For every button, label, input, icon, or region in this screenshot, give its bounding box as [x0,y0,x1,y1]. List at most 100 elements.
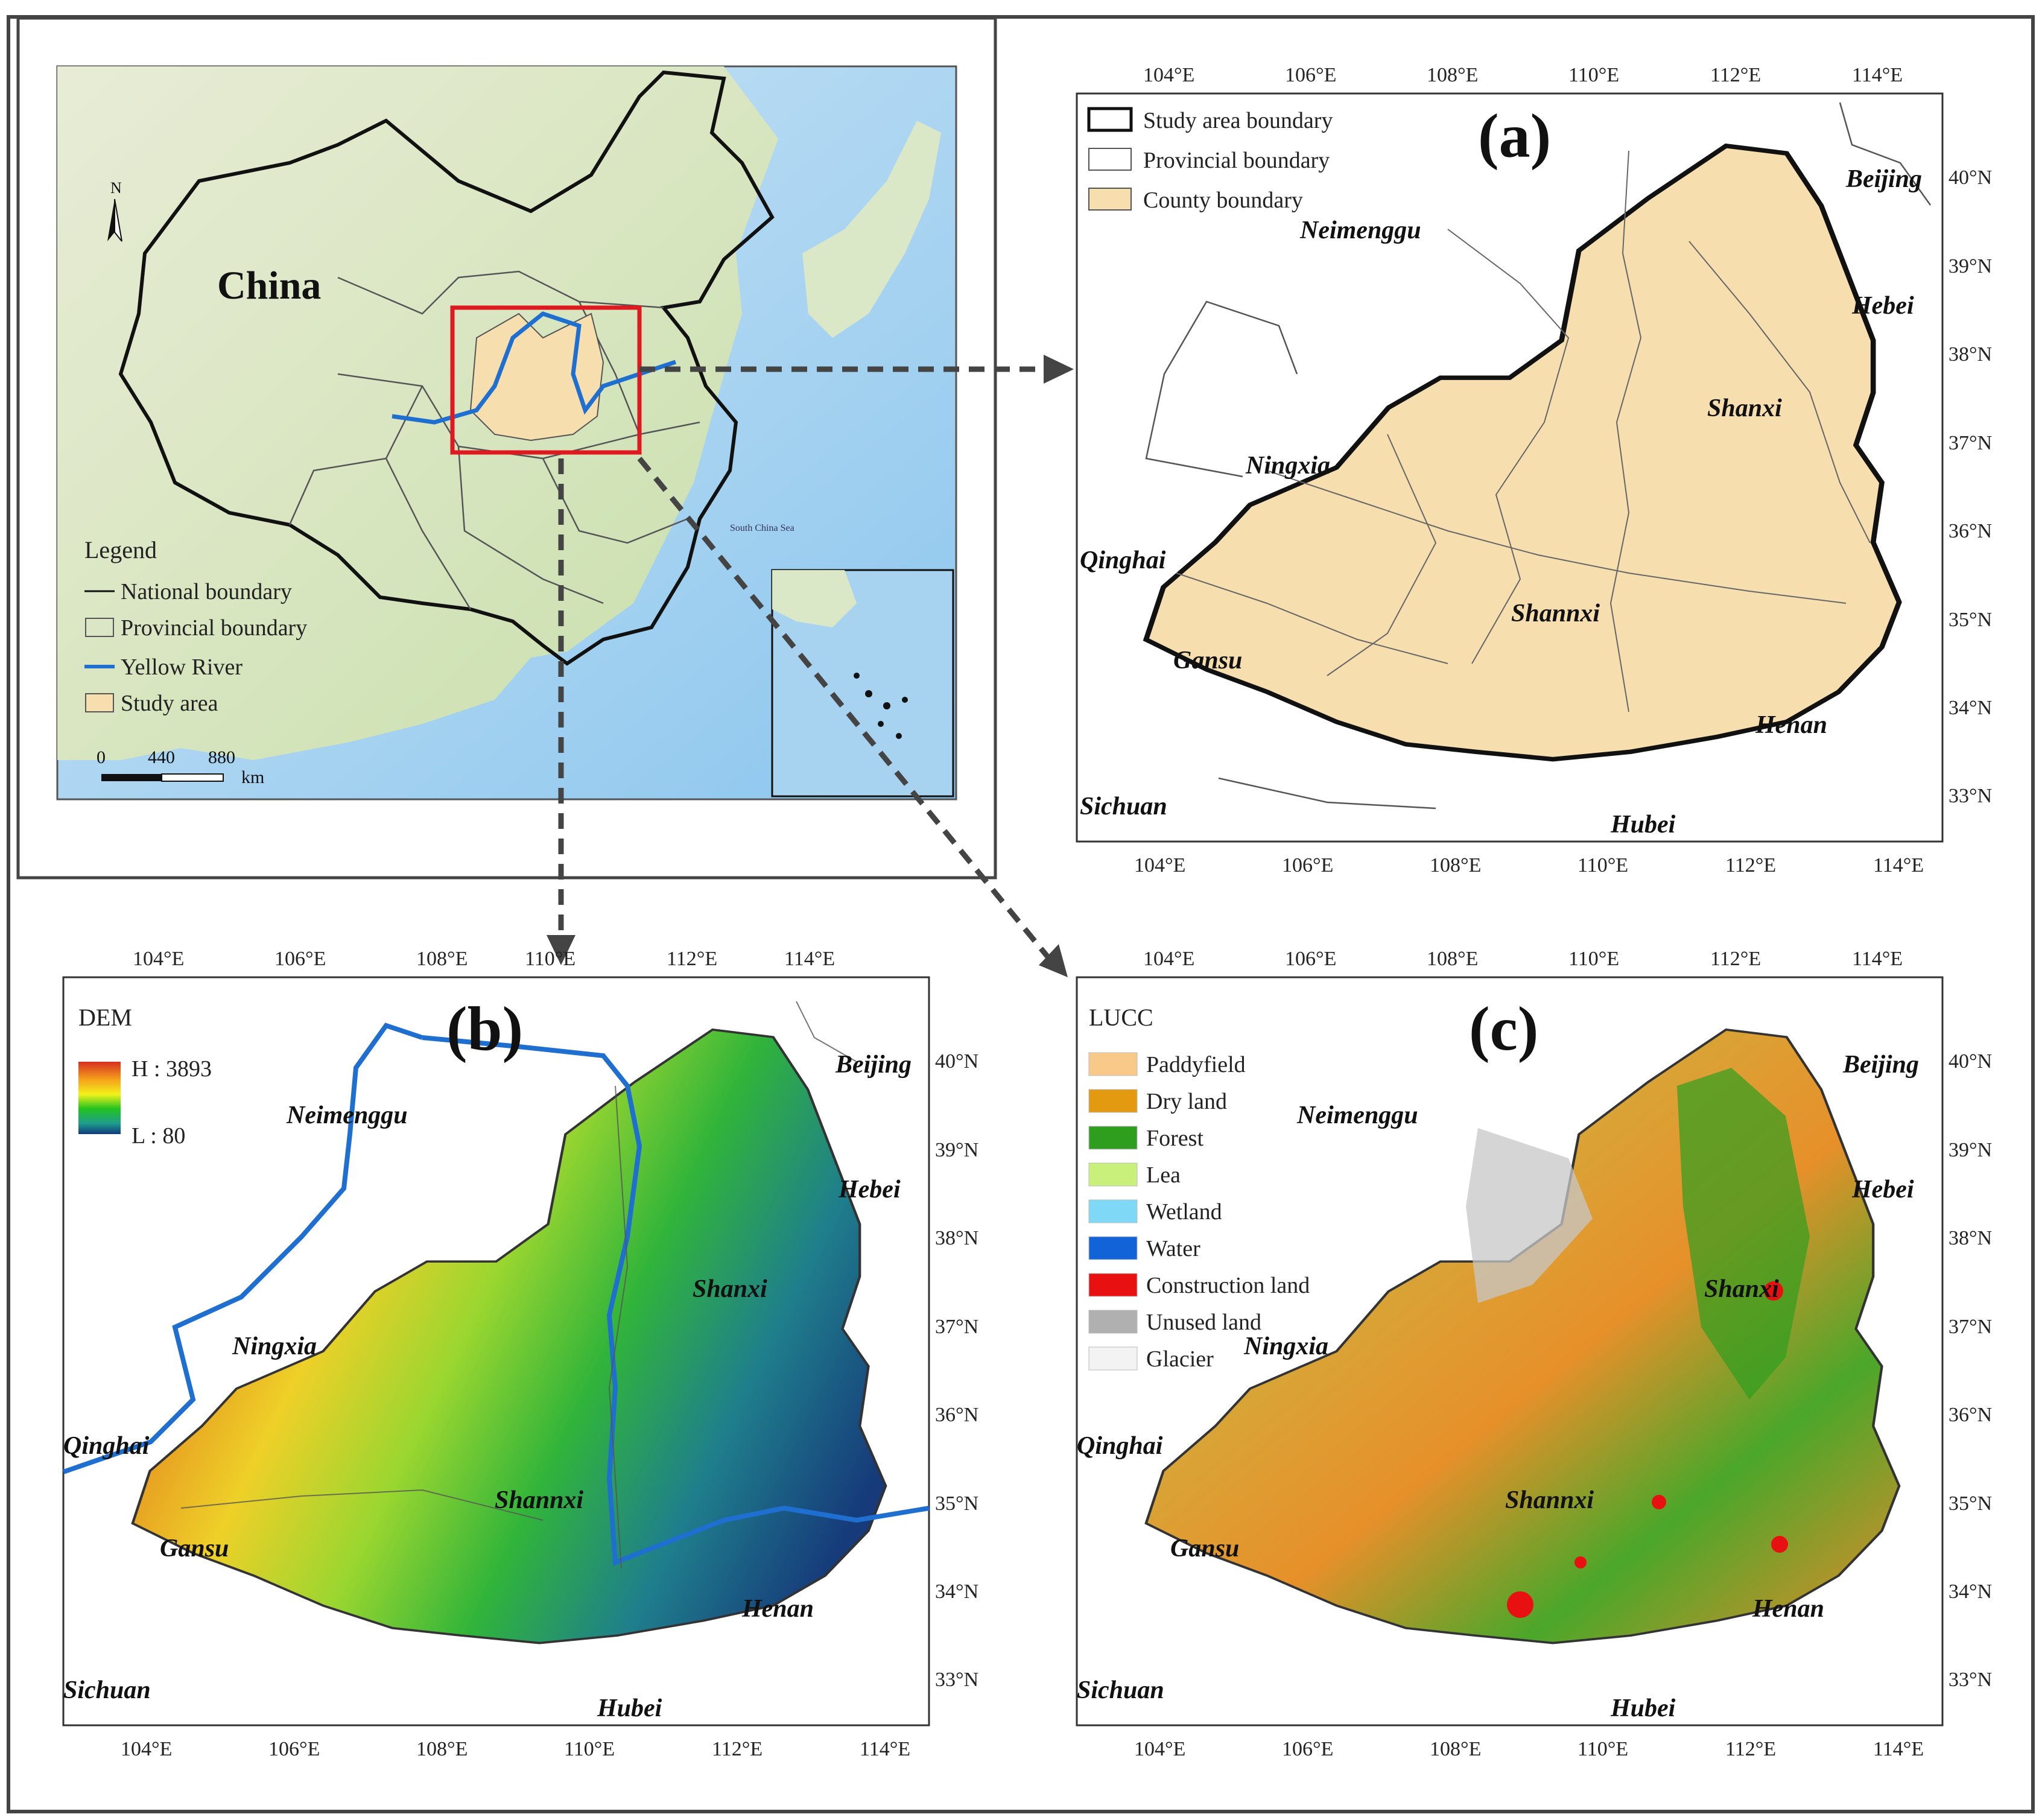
c-lat-40: 40°N [1948,1050,1992,1073]
panel-a-legend-provincial: Provincial boundary [1143,148,1330,173]
a-top-lon-108: 108°E [1427,64,1478,86]
inset-legend-label-national: National boundary [121,579,292,604]
c-bot-lon-108: 108°E [1430,1738,1481,1760]
c-label-neimenggu: Neimenggu [1296,1102,1418,1129]
a-lat-37: 37°N [1948,432,1992,454]
a-lat-38: 38°N [1948,343,1992,366]
provincial-swatch [1088,148,1132,171]
a-lat-35: 35°N [1948,609,1992,631]
c-top-lon-110: 110°E [1568,948,1619,970]
label-neimenggu: Neimenggu [1299,217,1421,244]
c-bot-lon-114: 114°E [1873,1738,1924,1760]
label-shannxi: Shannxi [1511,600,1600,627]
b-label-hebei: Hebei [838,1176,901,1203]
scale-unit: km [241,767,264,787]
inset-legend-label-study-area: Study area [121,691,218,716]
b-bot-lon-112: 112°E [712,1738,763,1760]
island-dots [854,673,908,739]
panel-a-province-lines [1145,102,1932,810]
scale-tick-880: 880 [208,747,235,767]
panel-c-forest-patch [1677,1068,1810,1400]
lucc-legend-title: LUCC [1089,1004,1153,1031]
b-top-lon-110: 110°E [525,948,576,970]
b-bot-lon-114: 114°E [860,1738,910,1760]
panel-c-label: (c) [1469,994,1538,1064]
b-label-shannxi: Shannxi [495,1486,583,1514]
north-arrow-icon [107,198,122,242]
a-bot-lon-112: 112°E [1725,854,1776,877]
arrow-heads [547,355,1074,977]
yellow-river-line [392,311,677,425]
a-top-lon-106: 106°E [1285,64,1336,86]
panel-b-river-main [422,1035,930,1566]
c-bot-lon-106: 106°E [1282,1738,1333,1760]
inset-legend-label-river: Yellow River [121,655,243,680]
panel-a-legend-study: Study area boundary [1143,108,1333,133]
a-bot-lon-114: 114°E [1873,854,1924,877]
c-lat-35: 35°N [1948,1492,1992,1515]
label-gansu: Gansu [1173,647,1242,674]
c-lat-38: 38°N [1948,1227,1992,1249]
b-top-lon-112: 112°E [667,948,717,970]
panel-a-legend-county: County boundary [1143,188,1303,213]
panel-c: LUCC Paddyfield Dry land Forest Lea Wetland W… [1077,948,1992,1760]
c-label-beijing: Beijing [1842,1051,1919,1079]
c-lat-37: 37°N [1948,1316,1992,1338]
b-lat-34: 34°N [935,1581,978,1603]
b-bot-lon-110: 110°E [564,1738,615,1760]
connector-arrows [558,366,1052,961]
provincial-boundary-swatch [85,618,114,637]
b-bot-lon-108: 108°E [416,1738,468,1760]
a-bot-lon-106: 106°E [1282,854,1333,877]
c-label-qinghai: Qinghai [1077,1432,1163,1460]
b-label-hubei: Hubei [597,1695,662,1722]
b-top-lon-114: 114°E [784,948,835,970]
panel-c-legend: LUCC Paddyfield Dry land Forest Lea Wetland W… [1088,1004,1310,1372]
c-label-henan: Henan [1752,1595,1824,1623]
county-swatch [1088,188,1132,211]
panel-b-lon-top: 104°E 106°E 108°E 110°E 112°E 114°E [133,948,835,970]
a-lat-36: 36°N [1948,520,1992,542]
panel-a-province-labels: Beijing Neimenggu Hebei Shanxi Ningxia Q… [1080,165,1922,839]
figure-border [7,15,2035,1813]
b-label-ningxia: Ningxia [232,1333,317,1360]
panel-a-lon-bottom: 104°E 106°E 108°E 110°E 112°E 114°E [1134,854,1924,877]
country-label: China [217,264,321,308]
panel-b-lon-bottom: 104°E 106°E 108°E 110°E 112°E 114°E [121,1738,910,1760]
b-top-lon-106: 106°E [274,948,326,970]
land-mass [57,66,778,760]
lucc-swatch-2 [1088,1126,1138,1150]
panel-c-unused-patch [1466,1128,1593,1303]
c-top-lon-108: 108°E [1427,948,1478,970]
panel-b-legend: DEM H : 3893 L : 80 [78,1004,212,1149]
a-lat-40: 40°N [1948,166,1992,189]
label-shanxi: Shanxi [1707,395,1782,422]
c-label-hubei: Hubei [1610,1695,1676,1722]
dem-legend-high: H : 3893 [132,1056,212,1082]
lucc-legend-label-5: Water [1146,1236,1200,1261]
a-lat-39: 39°N [1948,255,1992,277]
panel-b-river-west [62,1023,423,1474]
lucc-legend-label-1: Dry land [1146,1089,1227,1114]
lucc-swatch-4 [1088,1199,1138,1223]
a-bot-lon-110: 110°E [1577,854,1628,877]
lucc-legend-label-8: Glacier [1146,1346,1214,1372]
scale-tick-440: 440 [148,747,175,767]
c-top-lon-114: 114°E [1852,948,1903,970]
c-bot-lon-112: 112°E [1725,1738,1776,1760]
b-bot-lon-104: 104°E [121,1738,172,1760]
c-top-lon-104: 104°E [1143,948,1194,970]
panel-c-construction-patches [1507,1281,1788,1618]
label-henan: Henan [1755,711,1827,739]
panel-c-lon-bottom: 104°E 106°E 108°E 110°E 112°E 114°E [1134,1738,1924,1760]
panel-a-legend: Study area boundary Provincial boundary … [1087,107,1333,213]
lucc-legend-label-4: Wetland [1146,1199,1222,1225]
study-area-highlight-box [450,305,642,455]
inset-coast [772,570,857,627]
a-bot-lon-108: 108°E [1430,854,1481,877]
lucc-legend-label-2: Forest [1146,1126,1203,1151]
a-lat-34: 34°N [1948,697,1992,719]
b-top-lon-108: 108°E [416,948,468,970]
b-lat-35: 35°N [935,1492,978,1515]
